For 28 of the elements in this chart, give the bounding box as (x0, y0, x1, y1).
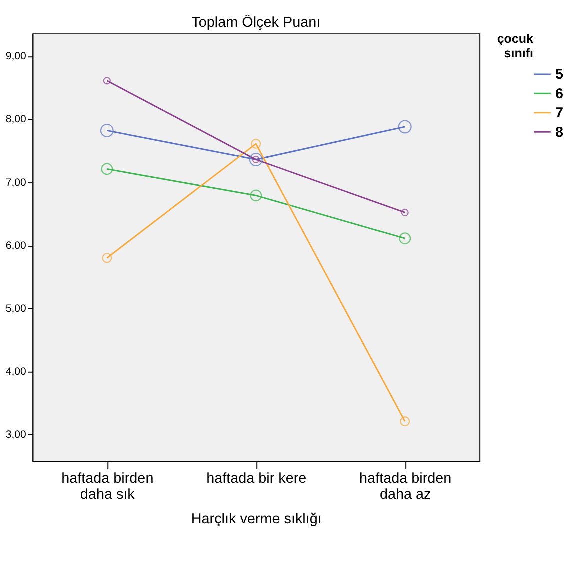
y-tick-label: 7,00 (6, 176, 27, 189)
legend-label: 6 (556, 86, 564, 102)
point (401, 208, 409, 217)
x-tick-label: haftada birden daha az (360, 470, 452, 504)
legend-title: çocuk sınıfı (497, 32, 534, 61)
x-axis-title: Harçlık verme sıklığı (191, 511, 322, 528)
point (101, 163, 114, 176)
point (400, 416, 410, 427)
y-tick-label: 8,00 (6, 114, 27, 126)
x-tick-label: haftada birden daha sık (62, 470, 154, 504)
y-tick-label: 3,00 (6, 429, 27, 442)
legend-label: 8 (556, 124, 564, 141)
y-tick-label: 6,00 (6, 240, 27, 252)
point (398, 120, 412, 134)
point (250, 190, 262, 202)
y-tick-label: 9,00 (6, 50, 27, 63)
point (103, 77, 111, 85)
legend-label: 7 (556, 106, 564, 122)
legend-label: 5 (556, 67, 564, 84)
y-tick-label: 4,00 (6, 366, 27, 378)
point (102, 253, 112, 264)
y-tick-label: 5,00 (6, 302, 27, 315)
chart-title: Toplam Ölçek Puanı (192, 14, 321, 31)
point (249, 153, 263, 166)
x-tick-label: haftada bir kere (206, 470, 307, 487)
point (399, 232, 412, 245)
point (251, 138, 262, 149)
point (100, 124, 114, 138)
